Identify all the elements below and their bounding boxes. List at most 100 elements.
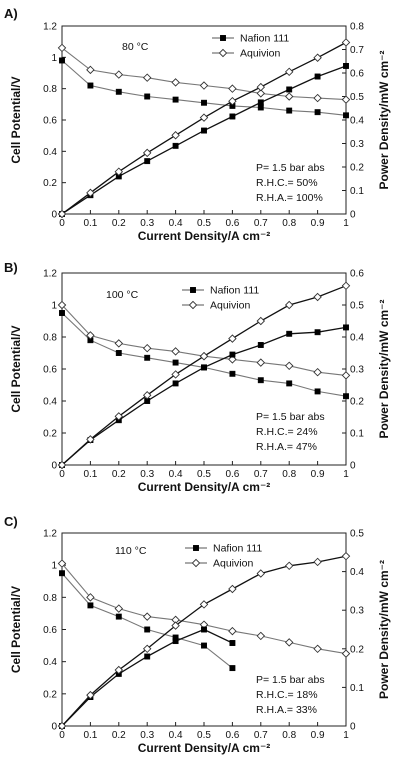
- data-point: [201, 364, 207, 371]
- temperature-label: 80 °C: [122, 41, 149, 53]
- data-point: [228, 84, 237, 93]
- x-tick-label: 0.7: [254, 218, 268, 229]
- panel-a: A)0 0.1 0.2 0.3 0.4 0.5 0.6 0.7 0.8 0.9 100.20.40.…: [4, 6, 391, 243]
- data-point: [229, 640, 236, 646]
- x-tick-label: 0.6: [225, 218, 239, 229]
- series-nafion-111-power: [59, 626, 236, 729]
- data-point: [144, 158, 151, 165]
- data-point: [114, 665, 124, 675]
- data-point: [228, 96, 237, 106]
- data-point: [256, 631, 266, 641]
- condition-annotation: P= 1.5 bar abs: [256, 411, 325, 423]
- data-point: [229, 113, 236, 120]
- series-aquivion-potential: [57, 559, 351, 658]
- x-tick-label: 0: [59, 730, 65, 741]
- y-right-tick-label: 0.4: [350, 116, 364, 127]
- data-point: [86, 331, 95, 340]
- data-point: [341, 38, 351, 47]
- data-point: [59, 570, 65, 577]
- y-right-tick-label: 0.1: [350, 429, 364, 440]
- data-point: [57, 209, 67, 219]
- x-tick-label: 1: [343, 218, 349, 229]
- data-point: [229, 370, 236, 377]
- condition-annotation: P= 1.5 bar abs: [256, 162, 325, 174]
- x-tick-label: 0.4: [169, 730, 183, 741]
- y-right-tick-label: 0.3: [350, 139, 364, 150]
- y-right-axis-title: Power Density/mW cm⁻²: [377, 50, 391, 189]
- data-point: [201, 127, 207, 134]
- x-tick-label: 0.2: [112, 469, 126, 480]
- y-right-tick-label: 0.5: [350, 301, 364, 312]
- y-left-tick-label: 0.4: [43, 657, 57, 668]
- data-point: [284, 361, 294, 371]
- data-point: [286, 330, 293, 337]
- y-left-tick-label: 0.8: [43, 84, 57, 95]
- x-tick-label: 0.5: [197, 730, 211, 741]
- data-point: [57, 300, 67, 310]
- x-axis-title: Current Density/A cm⁻²: [138, 229, 271, 243]
- x-tick-label: 0.8: [282, 218, 296, 229]
- x-axis-title: Current Density/A cm⁻²: [138, 480, 271, 494]
- data-point: [341, 281, 351, 291]
- data-point: [171, 131, 180, 140]
- data-point: [115, 88, 122, 95]
- x-tick-label: 0: [59, 469, 65, 480]
- data-point: [172, 142, 179, 149]
- y-left-tick-label: 1: [51, 561, 57, 572]
- x-tick-label: 0.7: [254, 469, 268, 480]
- data-point: [115, 613, 122, 620]
- data-point: [57, 559, 67, 568]
- data-point: [256, 358, 266, 367]
- data-point: [87, 602, 94, 609]
- data-point: [171, 621, 180, 630]
- condition-annotation: R.H.C.= 50%: [256, 177, 318, 189]
- data-point: [114, 412, 124, 421]
- data-point: [57, 43, 67, 53]
- y-right-axis-title: Power Density/mW cm⁻²: [377, 299, 391, 438]
- y-left-tick-label: 0: [51, 461, 57, 472]
- data-point: [59, 310, 65, 316]
- y-right-tick-label: 0.2: [350, 644, 364, 655]
- data-point: [343, 324, 349, 331]
- data-point: [284, 561, 294, 571]
- panel-b: B)0 0.1 0.2 0.3 0.4 0.5 0.6 0.7 0.8 0.9 100.20.40.…: [4, 260, 391, 494]
- y-left-axis-title: Cell Potential/V: [9, 586, 23, 673]
- data-point: [313, 557, 322, 567]
- x-tick-label: 0.3: [140, 469, 154, 480]
- legend-entry: Aquivion: [213, 558, 253, 570]
- series-aquivion-potential: [57, 43, 351, 104]
- y-right-tick-label: 0.2: [350, 397, 364, 408]
- legend-marker: [191, 558, 201, 568]
- x-tick-label: 0.5: [197, 469, 211, 480]
- data-point: [144, 93, 151, 100]
- legend-marker: [218, 48, 228, 58]
- legend-entry: Aquivion: [210, 300, 250, 312]
- data-point: [256, 82, 266, 92]
- data-point: [171, 78, 180, 87]
- data-point: [114, 70, 124, 79]
- x-tick-label: 1: [343, 730, 349, 741]
- legend: Nafion 111 Aquivion: [212, 33, 289, 60]
- data-point: [171, 347, 180, 356]
- data-point: [142, 612, 152, 621]
- data-point: [87, 82, 94, 89]
- legend-entry: Nafion 111: [210, 285, 259, 297]
- x-tick-label: 0.1: [83, 730, 97, 741]
- data-point: [86, 593, 95, 602]
- y-right-tick-label: 0.3: [350, 365, 364, 376]
- panel-label: A): [4, 6, 18, 21]
- data-point: [343, 112, 349, 119]
- series-line: [61, 285, 347, 466]
- legend-entry: Nafion 111: [240, 33, 289, 45]
- x-tick-label: 0.9: [311, 218, 325, 229]
- data-point: [172, 96, 179, 103]
- y-right-tick-label: 0.1: [350, 683, 364, 694]
- y-right-tick-label: 0.6: [350, 269, 364, 280]
- data-point: [142, 148, 152, 158]
- data-point: [343, 63, 349, 69]
- y-left-tick-label: 0.8: [43, 593, 57, 604]
- x-tick-label: 0.8: [282, 469, 296, 480]
- data-point: [201, 626, 207, 633]
- y-right-tick-label: 0.8: [350, 22, 364, 33]
